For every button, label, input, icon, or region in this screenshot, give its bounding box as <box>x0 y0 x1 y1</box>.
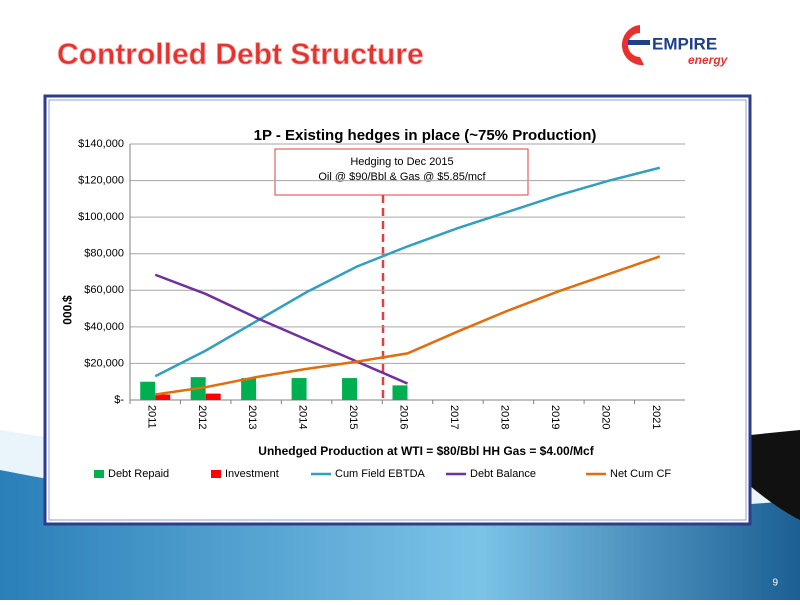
annotation-box <box>274 148 529 196</box>
legend-label: Debt Balance <box>470 468 536 480</box>
y-tick-label: $60,000 <box>84 284 124 296</box>
bar <box>392 385 408 400</box>
page-number: 9 <box>772 578 778 589</box>
y-tick-label: $100,000 <box>78 211 124 223</box>
logo-tagline: energy <box>688 53 729 67</box>
x-axis-title: Unhedged Production at WTI = $80/Bbl HH … <box>258 444 594 458</box>
bar <box>291 378 307 400</box>
legend-swatch <box>94 470 104 478</box>
y-tick-label: $40,000 <box>84 321 124 333</box>
x-tick-label: 2017 <box>448 405 460 429</box>
legend-swatch <box>211 470 221 478</box>
x-tick-label: 2021 <box>650 405 662 429</box>
legend-label: Cum Field EBTDA <box>335 468 426 480</box>
x-tick-label: 2018 <box>499 405 511 429</box>
y-tick-label: $- <box>114 394 124 406</box>
logo: EMPIRE energy <box>621 25 729 67</box>
legend-label: Debt Repaid <box>108 468 169 480</box>
y-tick-label: $80,000 <box>84 248 124 260</box>
slide-title: Controlled Debt Structure <box>57 38 424 71</box>
logo-name: EMPIRE <box>652 34 717 53</box>
x-tick-label: 2019 <box>549 405 561 429</box>
x-tick-label: 2020 <box>599 405 611 429</box>
y-tick-label: $120,000 <box>78 174 124 186</box>
x-tick-label: 2015 <box>347 405 359 429</box>
bar <box>140 381 156 400</box>
line <box>154 166 661 378</box>
chart-title: 1P - Existing hedges in place (~75% Prod… <box>254 127 597 144</box>
legend-label: Investment <box>225 468 279 480</box>
x-tick-label: 2012 <box>196 405 208 429</box>
bar <box>342 378 358 400</box>
x-tick-label: 2011 <box>145 405 157 429</box>
annotation: Oil @ $90/Bbl & Gas @ $5.85/mcf <box>318 171 486 183</box>
bar <box>241 378 257 400</box>
annotation: Hedging to Dec 2015 <box>350 156 453 168</box>
line <box>155 255 661 396</box>
chart-frame-inner <box>48 99 747 521</box>
x-tick-label: 2014 <box>297 405 309 429</box>
legend-label: Net Cum CF <box>610 468 671 480</box>
logo-mark <box>621 25 644 66</box>
plot: $- $20,000 $40,000 $60,000 $80,000 $100,000 $1… <box>78 138 685 480</box>
x-tick-label: 2013 <box>246 405 258 429</box>
x-tick-label: 2016 <box>398 405 410 429</box>
bar <box>155 394 171 400</box>
logo-bar <box>628 40 650 45</box>
y-tick-label: $140,000 <box>78 138 124 150</box>
y-axis-title: $'000 <box>60 295 74 325</box>
bar <box>205 393 221 400</box>
line <box>154 273 408 385</box>
y-tick-label: $20,000 <box>84 357 124 369</box>
